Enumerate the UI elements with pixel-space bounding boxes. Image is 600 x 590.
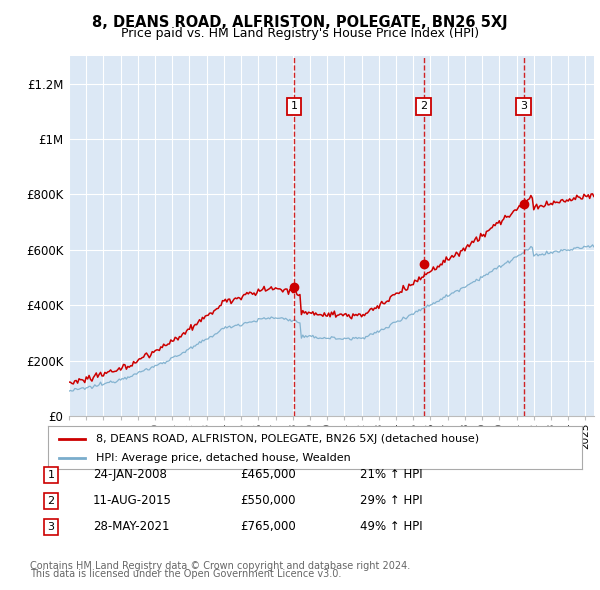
Text: This data is licensed under the Open Government Licence v3.0.: This data is licensed under the Open Gov… bbox=[30, 569, 341, 579]
Text: 1: 1 bbox=[290, 101, 298, 112]
Text: 3: 3 bbox=[47, 522, 55, 532]
Text: Contains HM Land Registry data © Crown copyright and database right 2024.: Contains HM Land Registry data © Crown c… bbox=[30, 560, 410, 571]
Text: 24-JAN-2008: 24-JAN-2008 bbox=[93, 468, 167, 481]
Text: 49% ↑ HPI: 49% ↑ HPI bbox=[360, 520, 422, 533]
Text: 11-AUG-2015: 11-AUG-2015 bbox=[93, 494, 172, 507]
Text: 1: 1 bbox=[47, 470, 55, 480]
Text: £765,000: £765,000 bbox=[240, 520, 296, 533]
Text: 8, DEANS ROAD, ALFRISTON, POLEGATE, BN26 5XJ (detached house): 8, DEANS ROAD, ALFRISTON, POLEGATE, BN26… bbox=[96, 434, 479, 444]
Text: £465,000: £465,000 bbox=[240, 468, 296, 481]
Text: 3: 3 bbox=[520, 101, 527, 112]
Text: 21% ↑ HPI: 21% ↑ HPI bbox=[360, 468, 422, 481]
Text: 2: 2 bbox=[421, 101, 427, 112]
Text: 28-MAY-2021: 28-MAY-2021 bbox=[93, 520, 170, 533]
Text: £550,000: £550,000 bbox=[240, 494, 296, 507]
Text: 29% ↑ HPI: 29% ↑ HPI bbox=[360, 494, 422, 507]
Text: 8, DEANS ROAD, ALFRISTON, POLEGATE, BN26 5XJ: 8, DEANS ROAD, ALFRISTON, POLEGATE, BN26… bbox=[92, 15, 508, 30]
Text: HPI: Average price, detached house, Wealden: HPI: Average price, detached house, Weal… bbox=[96, 453, 351, 463]
Text: 2: 2 bbox=[47, 496, 55, 506]
Text: Price paid vs. HM Land Registry's House Price Index (HPI): Price paid vs. HM Land Registry's House … bbox=[121, 27, 479, 40]
